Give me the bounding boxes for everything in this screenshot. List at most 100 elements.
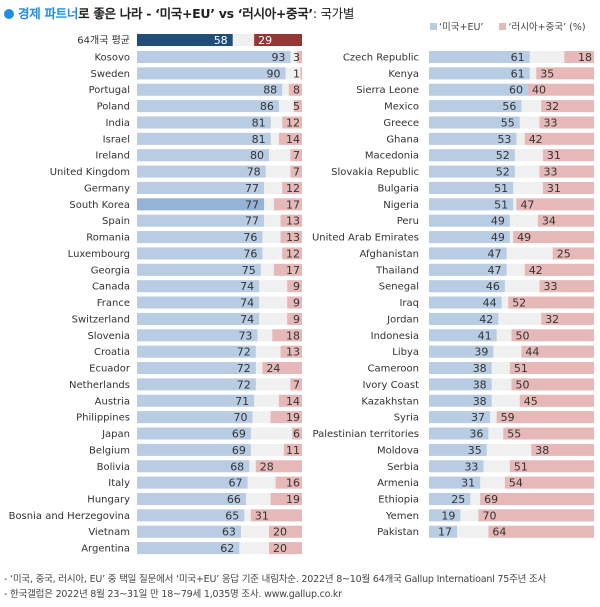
legend-item-ru-cn: ‘러시아+중국’ (%) [499,22,586,33]
value-label-us-eu: 67 [229,477,243,490]
bar-us-eu [429,492,471,505]
value-label-ru-cn: 19 [286,493,300,506]
bar-us-eu [429,329,497,342]
bar-ru-cn [536,67,594,80]
value-label-ru-cn: 11 [286,444,300,457]
country-label: Israel [103,134,130,145]
legend-swatch-ru-cn [499,23,507,30]
bar-us-eu [429,411,491,424]
value-label-us-eu: 61 [511,51,525,64]
country-label: Austria [95,396,130,407]
value-label-ru-cn: 24 [266,362,280,375]
value-label-ru-cn: 44 [525,346,539,359]
bar-us-eu [137,394,255,407]
bullet-icon [4,9,14,19]
value-label-us-eu: 72 [237,362,251,375]
title-sub: : 국가별 [312,6,355,21]
country-label: Peru [397,216,419,227]
value-label-ru-cn: 3 [293,51,300,64]
value-label-us-eu: 41 [478,329,492,342]
bar-us-eu [137,329,258,342]
value-label-ru-cn: 64 [492,526,506,539]
country-label: Thailand [375,265,419,276]
value-label-ru-cn: 51 [514,460,528,473]
bar-ru-cn [292,427,302,440]
bar-us-eu [429,247,507,260]
bar-ru-cn [511,329,594,342]
country-label: Canada [92,282,130,293]
value-label-us-eu: 72 [237,378,251,391]
value-label-ru-cn: 42 [529,133,543,146]
value-label-ru-cn: 9 [293,280,300,293]
value-label-us-eu: 55 [501,116,515,129]
value-label-ru-cn: 6 [293,428,300,441]
bar-us-eu [137,100,279,113]
value-label-ru-cn: 12 [286,182,300,195]
country-label: Macedonia [365,151,419,162]
value-label-ru-cn: 31 [547,182,561,195]
value-label-ru-cn: 42 [529,264,543,277]
title-main: 로 좋은 나라 - ‘미국+EU’ vs ‘러시아+중국’ [78,6,313,21]
country-label: Spain [102,216,130,227]
bar-ru-cn [287,312,302,325]
bar-us-eu [429,362,492,375]
country-label: Libya [392,347,419,358]
value-label-ru-cn: 14 [286,395,300,408]
value-label-us-eu: 75 [242,264,256,277]
bar-ru-cn [269,525,302,538]
value-label-ru-cn: 18 [578,51,592,64]
value-label-ru-cn: 45 [524,395,538,408]
country-label: Netherlands [69,380,130,391]
value-label-us-eu: 72 [237,346,251,359]
bar-ru-cn [521,345,594,358]
value-label-ru-cn: 33 [544,280,558,293]
country-label: Czech Republic [343,53,419,64]
value-label-us-eu: 61 [511,67,525,80]
country-label: Bulgaria [378,183,419,194]
footnote-1: - ‘미국, 중국, 러시아, EU’ 중 택일 질문에서 ‘미국+EU’ 응답… [4,574,547,585]
value-label-ru-cn: 47 [520,198,534,211]
country-label: Ivory Coast [362,380,419,391]
value-label-ru-cn: 14 [286,133,300,146]
legend-swatch-us-eu [430,23,437,30]
country-label: United Arab Emirates [312,233,419,244]
bar-ru-cn [541,312,594,325]
country-label: Sweden [90,69,130,80]
value-label-ru-cn: 50 [516,329,530,342]
country-label: Jordan [386,314,419,325]
bar-ru-cn [273,198,302,211]
bar-us-eu [137,198,265,211]
bar-us-eu [429,51,530,63]
bar-ru-cn [280,231,302,244]
value-label-us-eu: 76 [243,247,257,260]
bar-us-eu [429,132,517,145]
bar-ru-cn [524,263,594,276]
bar-ru-cn [254,34,302,46]
value-label-us-eu: 65 [225,509,239,522]
bar-ru-cn [516,198,594,211]
bar-us-eu [429,443,487,456]
value-label-us-eu: 78 [247,166,261,179]
value-label-us-eu: 62 [220,542,234,555]
bar-us-eu [137,247,263,260]
value-label-ru-cn: 9 [293,297,300,310]
value-label-ru-cn: 51 [514,362,528,375]
bar-ru-cn [293,100,302,113]
value-label-us-eu: 74 [240,313,254,326]
bar-ru-cn [504,476,594,489]
bar-us-eu [429,427,489,440]
value-label-us-eu: 76 [243,231,257,244]
country-label: Syria [394,413,419,424]
bar-us-eu [137,542,240,555]
bar-ru-cn [524,132,594,145]
bar-ru-cn [511,378,594,391]
value-label-ru-cn: 12 [286,116,300,129]
country-label: Poland [97,102,130,113]
value-label-ru-cn: 19 [286,411,300,424]
bar-ru-cn [300,67,302,80]
bar-ru-cn [272,329,302,342]
bar-ru-cn [273,263,302,276]
value-label-us-eu: 56 [502,100,516,113]
bar-ru-cn [280,345,302,358]
value-label-ru-cn: 1 [293,67,300,80]
